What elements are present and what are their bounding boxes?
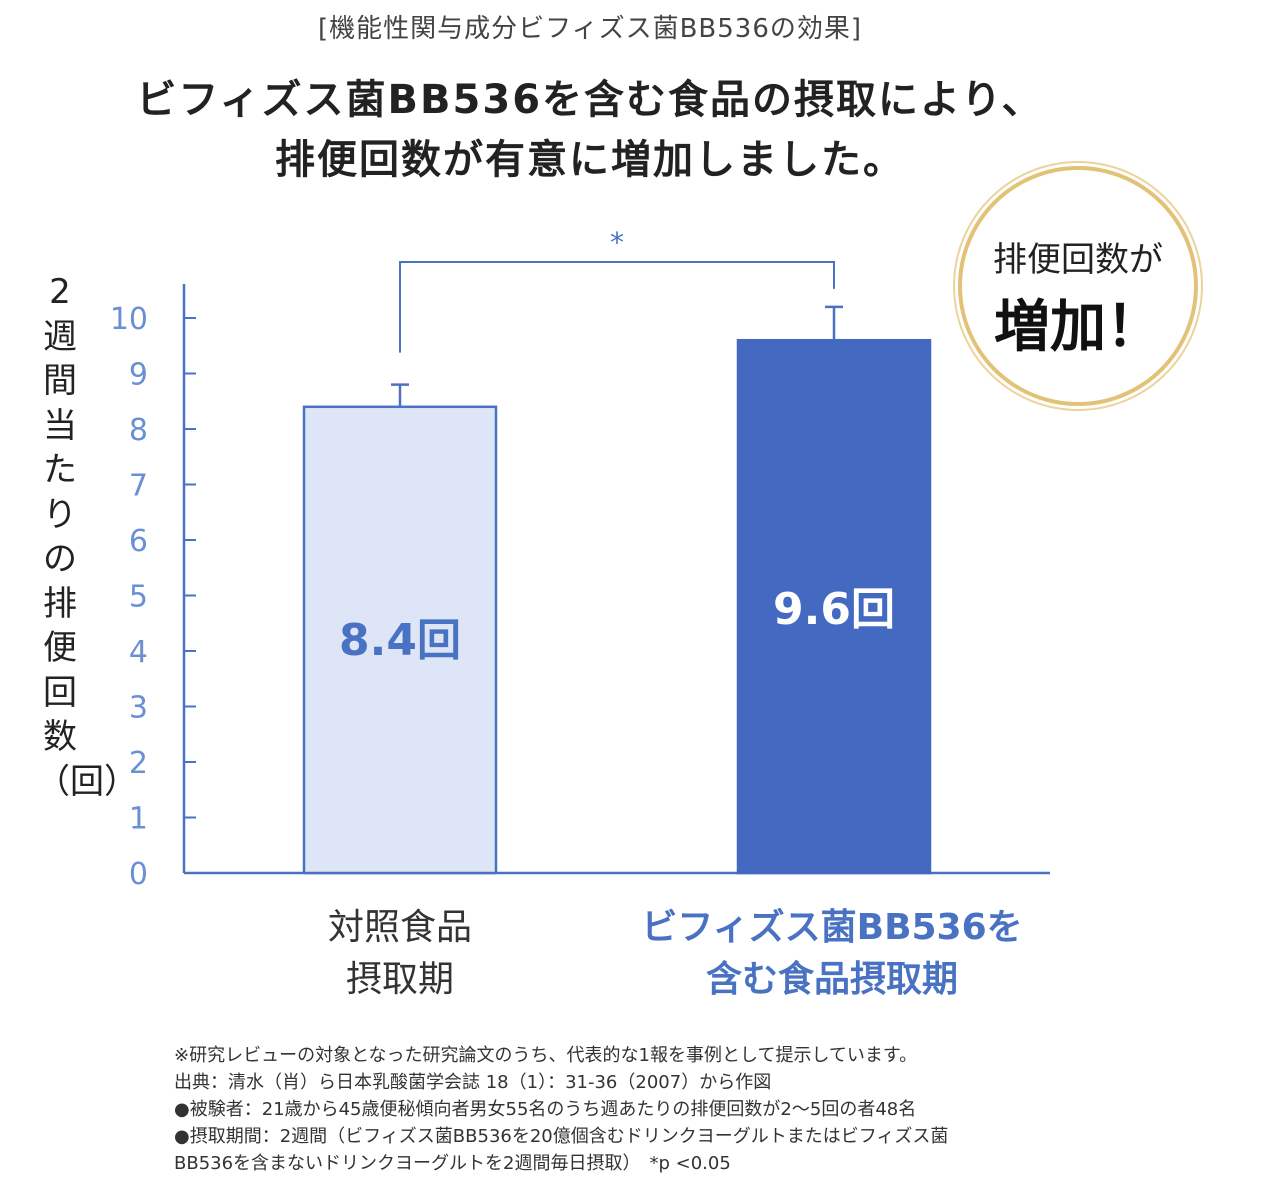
footnote-4: ●摂取期間：2週間（ビフィズス菌BB536を20億個含むドリンクヨーグルトまたは… bbox=[174, 1126, 949, 1147]
chart-title: ビフィズス菌BB536を含む食品の摂取により、 排便回数が有意に増加しました。 bbox=[0, 70, 1180, 190]
y-tick-label: 7 bbox=[129, 469, 148, 504]
x-category-2-line-1: ビフィズス菌BB536を bbox=[641, 907, 1023, 948]
bar-1 bbox=[302, 405, 498, 875]
footnote-1: ※研究レビューの対象となった研究論文のうち、代表的な1報を事例として提示していま… bbox=[174, 1045, 918, 1066]
increase-badge: 排便回数が 増加！ bbox=[958, 166, 1198, 406]
y-tick-label: 8 bbox=[129, 413, 148, 448]
x-category-2: ビフィズス菌BB536を 含む食品摂取期 bbox=[612, 902, 1052, 1006]
y-tick-label: 1 bbox=[129, 802, 148, 837]
value-label-2: 9.6回 bbox=[773, 584, 895, 635]
title-line-1: ビフィズス菌BB536を含む食品の摂取により、 bbox=[136, 77, 1044, 123]
significance-bracket bbox=[399, 261, 835, 353]
badge-line-2: 増加！ bbox=[994, 295, 1162, 360]
value-label-1: 8.4回 bbox=[339, 615, 461, 666]
footnotes: ※研究レビューの対象となった研究論文のうち、代表的な1報を事例として提示していま… bbox=[174, 1042, 1234, 1177]
y-tick-label: 4 bbox=[129, 635, 148, 670]
badge-line-1: 排便回数が bbox=[993, 240, 1163, 280]
y-tick-label: 0 bbox=[129, 857, 148, 892]
bar-2 bbox=[736, 338, 932, 875]
footnote-2: 出典：清水（肖）ら日本乳酸菌学会誌 18（1）：31-36（2007）から作図 bbox=[174, 1072, 772, 1093]
x-category-1-line-1: 対照食品 bbox=[327, 907, 472, 948]
significance-label: * bbox=[610, 226, 624, 259]
x-category-1-line-2: 摂取期 bbox=[345, 959, 454, 1000]
title-line-2: 排便回数が有意に増加しました。 bbox=[275, 137, 905, 183]
chart-subtitle: [機能性関与成分ビフィズス菌BB536の効果] bbox=[317, 14, 863, 44]
y-tick-label: 9 bbox=[129, 358, 148, 393]
x-category-1: 対照食品 摂取期 bbox=[180, 902, 620, 1006]
footnote-5: BB536を含まないドリンクヨーグルトを2週間毎日摂取） *p <0.05 bbox=[174, 1153, 731, 1174]
y-tick-label: 5 bbox=[129, 580, 148, 615]
y-tick-label: 6 bbox=[129, 524, 148, 559]
y-tick-label: 10 bbox=[110, 302, 148, 337]
x-category-2-line-2: 含む食品摂取期 bbox=[705, 959, 958, 1000]
y-axis-label: 2週間当たりの排便回数（回） bbox=[36, 272, 138, 802]
footnote-3: ●被験者：21歳から45歳便秘傾向者男女55名のうち週あたりの排便回数が2〜5回… bbox=[174, 1099, 917, 1120]
y-tick-label: 3 bbox=[129, 691, 148, 726]
y-tick-label: 2 bbox=[129, 746, 148, 781]
